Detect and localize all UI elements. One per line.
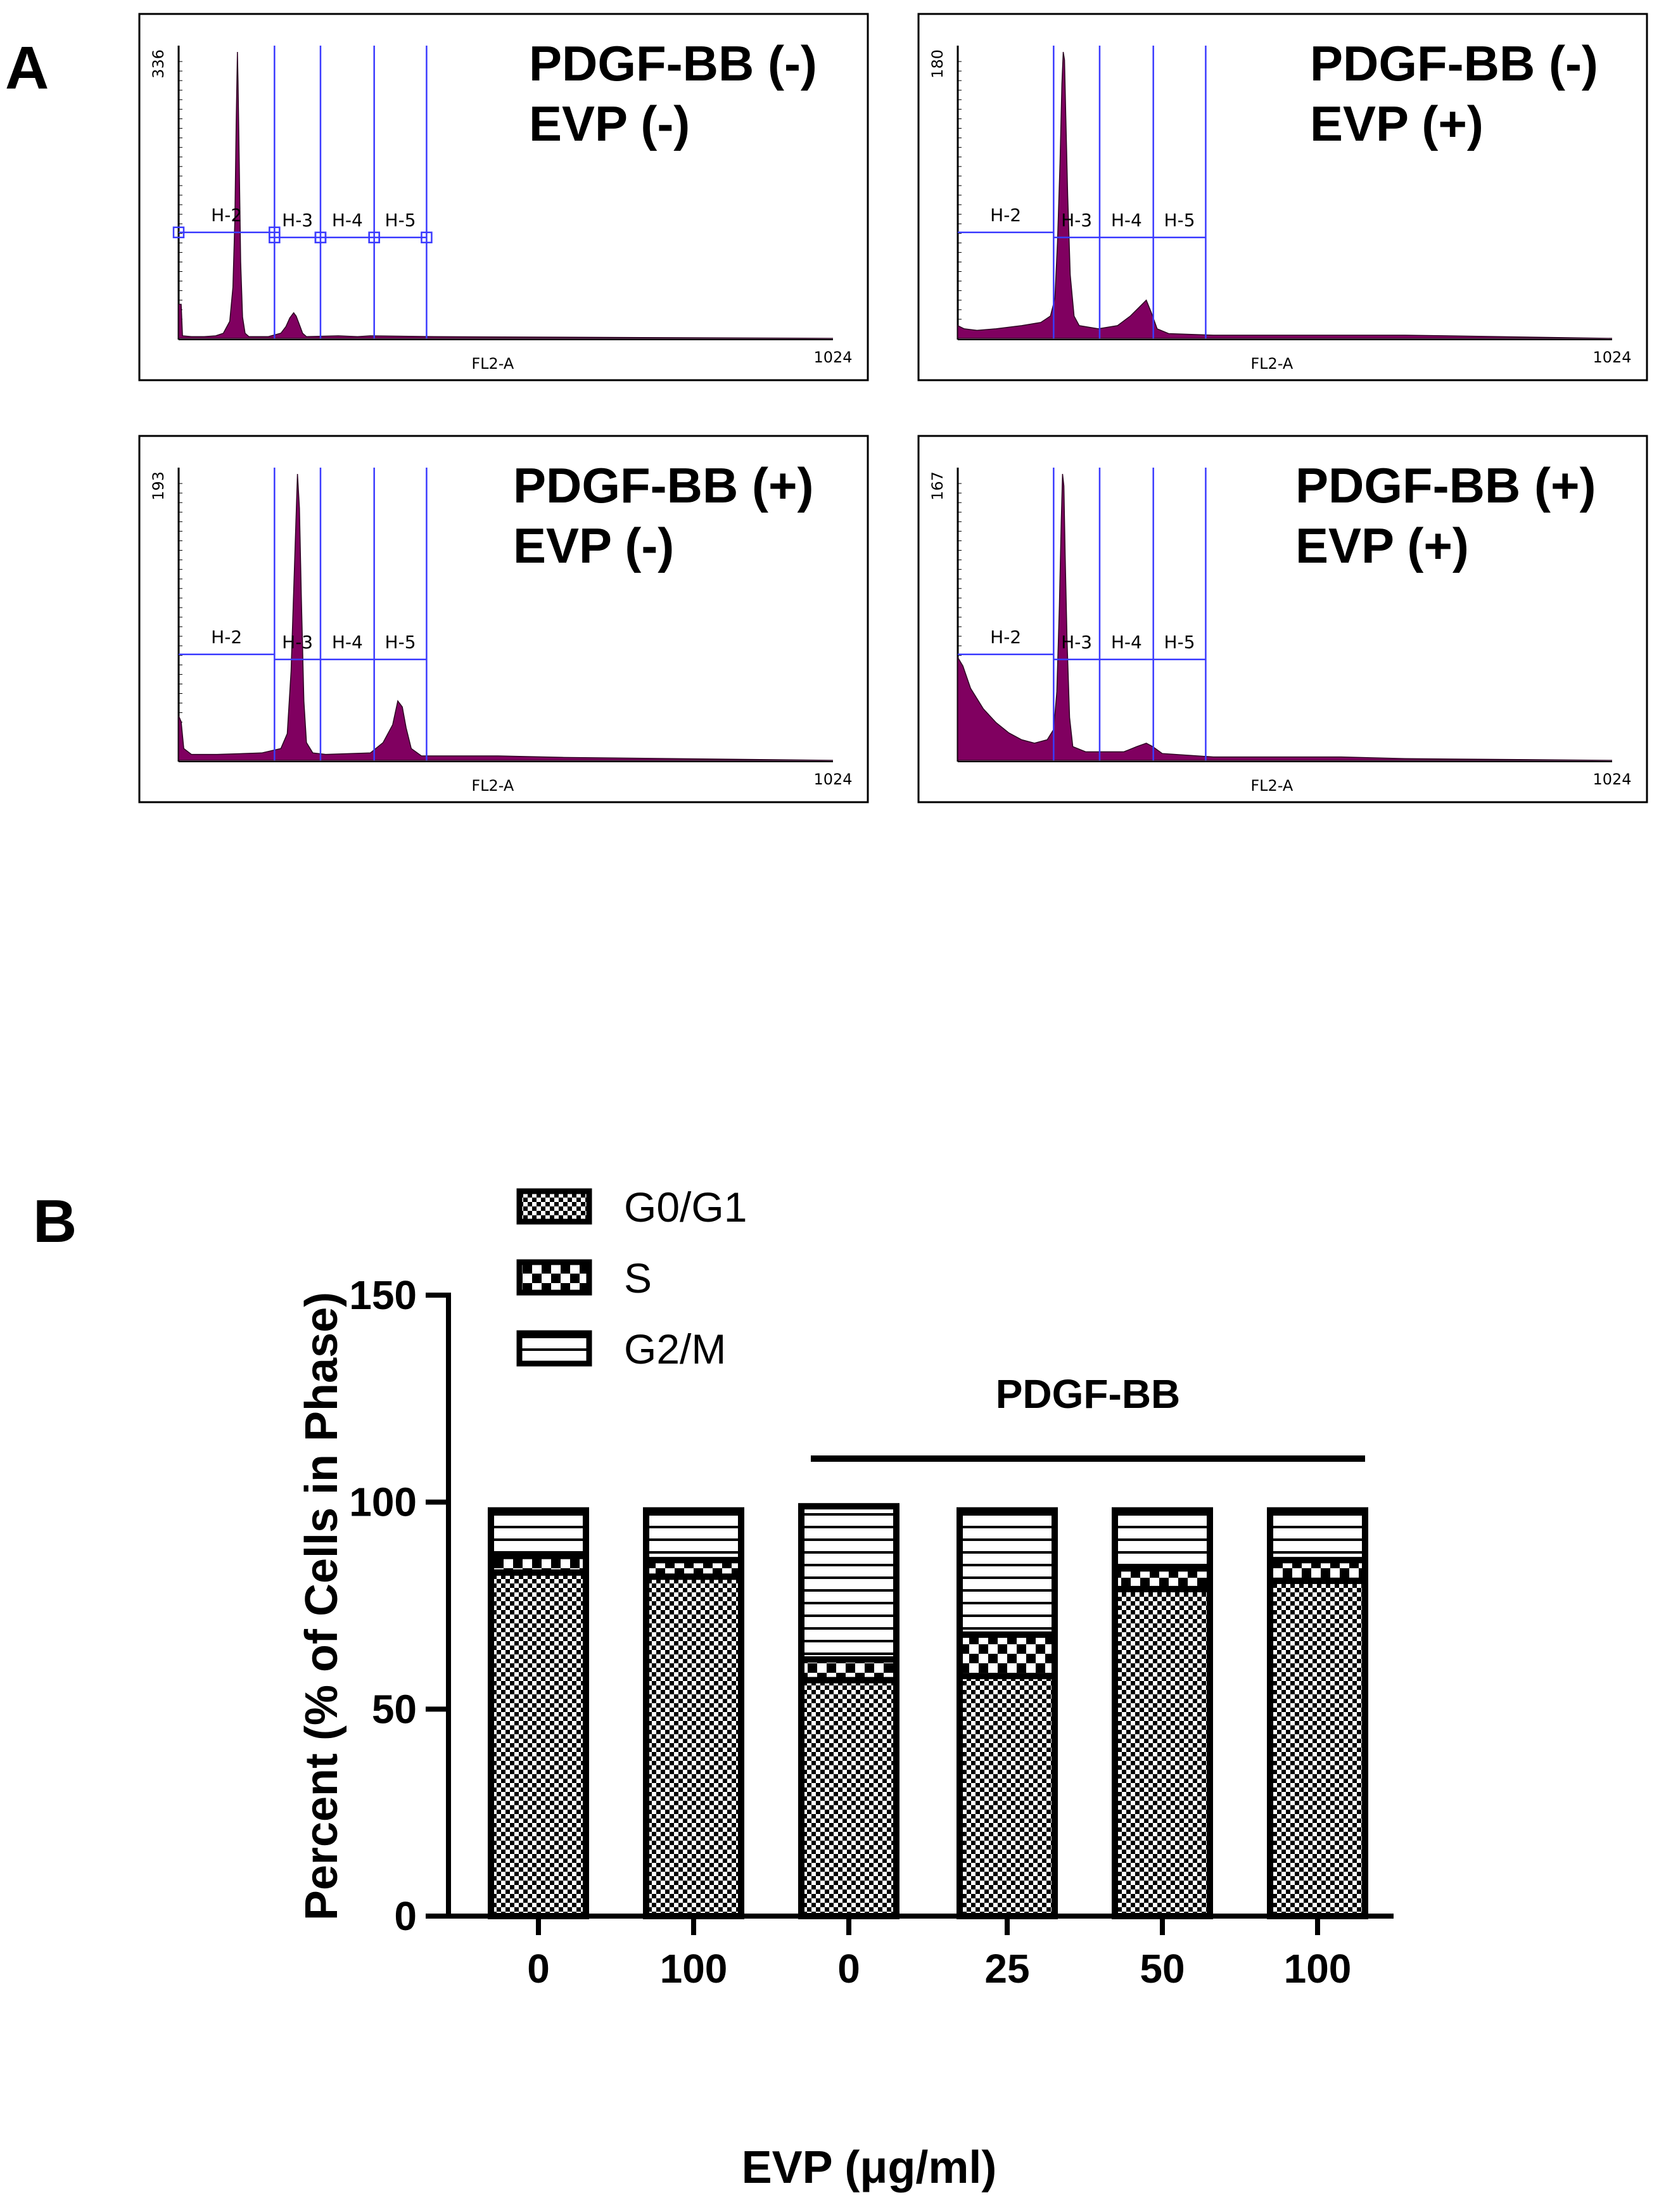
condition-title-line2: EVP (+)	[1310, 96, 1484, 151]
gate-label: H-2	[211, 627, 242, 648]
histogram-frame	[917, 435, 1648, 803]
gate-label: H-3	[282, 632, 313, 653]
gate-label: H-5	[385, 210, 416, 231]
panel-b-label: B	[33, 1187, 77, 1255]
gate-label: H-4	[1111, 632, 1142, 653]
histogram-x-max-label: 1024	[1592, 770, 1631, 788]
y-axis-title: Percent (% of Cells in Phase)	[296, 1292, 347, 1921]
bar-segment-g0g1	[1267, 1577, 1368, 1920]
gate-label: H-4	[332, 210, 363, 231]
condition-title-line1: PDGF-BB (-)	[529, 35, 817, 91]
condition-title-line1: PDGF-BB (-)	[1310, 35, 1598, 91]
histogram-distribution	[178, 51, 834, 339]
x-axis-title: EVP (μg/ml)	[742, 2142, 997, 2193]
histogram-x-max-label: 1024	[1592, 348, 1631, 366]
histogram-panel: 180 FL2-A 1024 H-2 H-3 H-4 H-5 PDGF-BB (-)EVP (…	[917, 13, 1648, 381]
x-tick-label: 50	[1140, 1946, 1185, 1991]
legend-swatch	[516, 1188, 592, 1225]
legend-label: G0/G1	[624, 1184, 747, 1231]
condition-title-line2: EVP (-)	[529, 96, 690, 151]
x-tick-label: 0	[527, 1946, 550, 1991]
histogram-panel: 336 FL2-A 1024 H-2 H-3 H-4 H-5 PDGF-BB (-)EVP (…	[138, 13, 869, 381]
x-tick-label: 100	[660, 1946, 728, 1991]
bar-segment-g0g1	[488, 1569, 589, 1920]
condition-title-line2: EVP (-)	[513, 518, 674, 573]
bar-segment-g2m	[488, 1507, 589, 1559]
legend-label: S	[624, 1255, 652, 1301]
x-tick-label: 100	[1284, 1946, 1352, 1991]
histogram-x-axis-label: FL2-A	[1250, 777, 1294, 795]
bar-segment-g2m	[1112, 1507, 1213, 1572]
legend-swatch	[516, 1330, 592, 1367]
histogram-y-max-label: 193	[149, 471, 167, 501]
gate-label: H-4	[332, 632, 363, 653]
gate-handle	[421, 231, 433, 244]
gate-label: H-5	[1164, 210, 1195, 231]
histogram-frame	[138, 13, 869, 381]
histogram-y-max-label: 167	[929, 471, 946, 501]
histogram-x-max-label: 1024	[813, 348, 852, 366]
gate-label: H-3	[282, 210, 313, 231]
histogram-panel: 193 FL2-A 1024 H-2 H-3 H-4 H-5 PDGF-BB (+)EVP (…	[138, 435, 869, 803]
condition-title-line1: PDGF-BB (+)	[513, 457, 813, 513]
histogram-distribution	[957, 473, 1613, 761]
panel-a-label: A	[5, 34, 49, 102]
gate-label: H-2	[211, 205, 242, 226]
x-tick-label: 25	[984, 1946, 1029, 1991]
histogram-x-axis-label: FL2-A	[471, 777, 514, 795]
y-tick-label: 150	[349, 1272, 417, 1318]
x-tick-label: 0	[837, 1946, 860, 1991]
bar-segment-g0g1	[643, 1573, 744, 1919]
histogram-distribution	[957, 51, 1613, 339]
bar-segment-g2m	[643, 1507, 744, 1564]
histogram-x-axis-label: FL2-A	[1250, 355, 1294, 373]
legend-label: G2/M	[624, 1326, 726, 1372]
bar-segment-g2m	[798, 1503, 899, 1663]
bar-segment-g0g1	[798, 1677, 899, 1920]
histogram-x-max-label: 1024	[813, 770, 852, 788]
gate-label: H-2	[990, 627, 1021, 648]
histogram-frame	[138, 435, 869, 803]
y-tick-label: 100	[349, 1480, 417, 1525]
bar-segment-s	[957, 1631, 1058, 1680]
histogram-frame	[917, 13, 1648, 381]
condition-title-line2: EVP (+)	[1295, 518, 1469, 573]
histogram-panel: 167 FL2-A 1024 H-2 H-3 H-4 H-5 PDGF-BB (+)EVP (…	[917, 435, 1648, 803]
y-tick-label: 0	[394, 1893, 417, 1939]
bar-segment-g2m	[1267, 1507, 1368, 1564]
gate-label: H-5	[1164, 632, 1195, 653]
gate-label: H-3	[1061, 210, 1092, 231]
histogram-y-max-label: 180	[929, 49, 946, 79]
histogram-distribution	[178, 473, 834, 761]
histogram-y-max-label: 336	[149, 49, 167, 79]
bar-segment-g0g1	[1112, 1585, 1213, 1920]
bar-segment-g2m	[957, 1507, 1058, 1638]
condition-title-line1: PDGF-BB (+)	[1295, 457, 1596, 513]
pdgf-bb-group-label: PDGF-BB	[996, 1371, 1181, 1417]
gate-label: H-3	[1061, 632, 1092, 653]
gate-label: H-4	[1111, 210, 1142, 231]
gate-label: H-5	[385, 632, 416, 653]
gate-label: H-2	[990, 205, 1021, 226]
legend-swatch	[516, 1259, 592, 1296]
gate-handle	[172, 226, 185, 239]
bar-segment-g0g1	[957, 1673, 1058, 1919]
y-tick-label: 50	[372, 1686, 417, 1732]
gate-handle	[314, 231, 327, 244]
gate-handle	[368, 231, 380, 244]
gate-handle	[269, 231, 281, 244]
histogram-x-axis-label: FL2-A	[471, 355, 514, 373]
